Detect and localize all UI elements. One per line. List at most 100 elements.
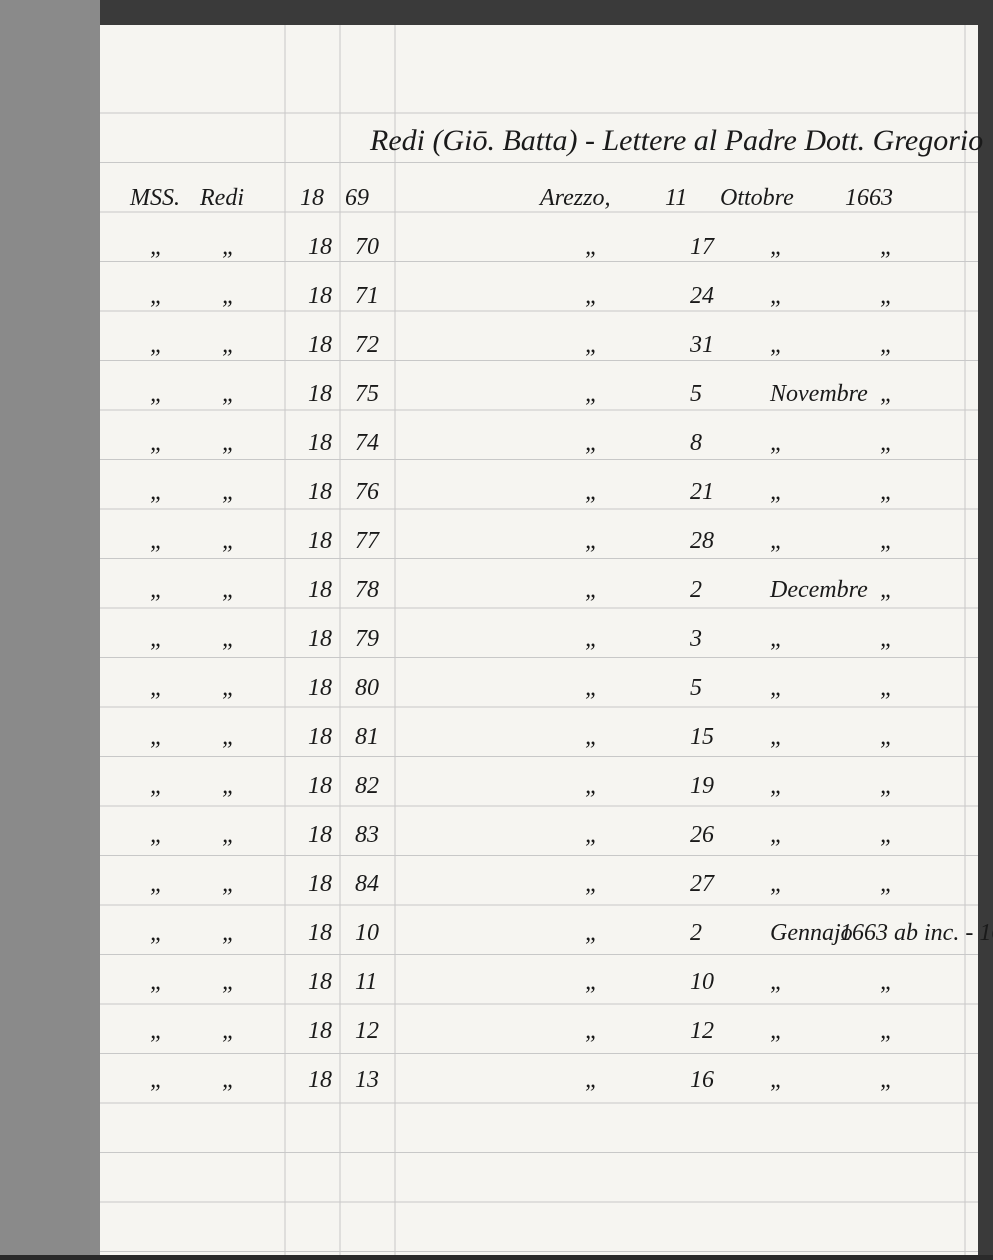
cell-text: „: [150, 969, 163, 995]
cell-text: „: [222, 332, 235, 358]
cell-text: „: [585, 332, 598, 358]
cell-text: 18: [308, 969, 332, 995]
cell-text: „: [150, 479, 163, 505]
cell-text: „: [585, 626, 598, 652]
cell-text: „: [770, 283, 783, 309]
cell-text: 18: [308, 332, 332, 358]
cell-text: 28: [690, 528, 714, 554]
cell-text: 24: [690, 283, 714, 309]
cell-text: „: [222, 871, 235, 897]
cell-text: 19: [690, 773, 714, 799]
cell-text: „: [880, 773, 893, 799]
cell-text: 18: [308, 724, 332, 750]
cell-text: 3: [689, 626, 702, 652]
cell-text: 27: [690, 871, 715, 897]
cell-text: 18: [308, 381, 332, 407]
cell-text: 18: [308, 234, 332, 260]
cell-text: „: [222, 969, 235, 995]
cell-text: „: [150, 1067, 163, 1093]
cell-text: 5: [690, 381, 702, 407]
cell-text: „: [880, 724, 893, 750]
cell-text: Gennajo: [770, 920, 853, 946]
cell-text: 2: [690, 920, 702, 946]
cell-text: „: [880, 381, 893, 407]
cell-text: „: [150, 773, 163, 799]
cell-text: „: [222, 920, 235, 946]
cell-text: „: [150, 381, 163, 407]
cell-text: 10: [690, 969, 714, 995]
cell-text: „: [770, 969, 783, 995]
cell-text: 10: [355, 920, 379, 946]
cell-text: „: [222, 773, 235, 799]
cell-text: 18: [308, 430, 332, 456]
cell-text: „: [880, 1018, 893, 1044]
cell-text: 15: [690, 724, 714, 750]
cell-text: 1663 ab inc. - 1664: [840, 920, 993, 946]
cell-text: „: [222, 430, 235, 456]
cell-text: „: [585, 871, 598, 897]
cell-text: 71: [355, 283, 379, 309]
cell-text: 18: [308, 577, 332, 603]
cell-text: 31: [689, 332, 714, 358]
cell-text: 26: [690, 822, 714, 848]
cell-text: 18: [308, 1018, 332, 1044]
cell-text: „: [880, 332, 893, 358]
cell-text: „: [222, 724, 235, 750]
cell-text: „: [585, 234, 598, 260]
cell-text: „: [222, 1018, 235, 1044]
cell-text: 18: [308, 1067, 332, 1093]
cell-text: 11: [355, 969, 377, 995]
cell-text: „: [150, 1018, 163, 1044]
cell-text: „: [585, 283, 598, 309]
cell-text: 79: [355, 626, 379, 652]
cell-text: 81: [355, 724, 379, 750]
cell-text: 18: [308, 675, 332, 701]
cell-text: 18: [308, 283, 332, 309]
cell-text: „: [585, 577, 598, 603]
cell-text: „: [585, 381, 598, 407]
cell-text: 80: [355, 675, 379, 701]
cell-text: 75: [355, 381, 379, 407]
cell-text: „: [150, 430, 163, 456]
cell-text: „: [150, 871, 163, 897]
cell-text: 72: [355, 332, 379, 358]
cell-text: „: [222, 1067, 235, 1093]
cell-text: 70: [355, 234, 379, 260]
cell-text: „: [770, 871, 783, 897]
cell-text: „: [880, 528, 893, 554]
cell-text: „: [222, 479, 235, 505]
title: Redi (Giō. Batta) - Lettere al Padre Dot…: [369, 124, 983, 157]
cell-text: „: [770, 822, 783, 848]
cell-text: 82: [355, 773, 379, 799]
cell-text: 18: [308, 479, 332, 505]
cell-text: „: [880, 626, 893, 652]
cell-text: 2: [690, 577, 702, 603]
cell-text: „: [150, 577, 163, 603]
cell-text: „: [880, 430, 893, 456]
cell-text: „: [150, 724, 163, 750]
cell-text: 76: [355, 479, 379, 505]
cell-text: „: [222, 822, 235, 848]
cell-text: „: [770, 234, 783, 260]
cell-text: „: [150, 675, 163, 701]
cell-text: „: [585, 822, 598, 848]
cell-text: „: [880, 969, 893, 995]
cell-text: 18: [308, 626, 332, 652]
cell-text: „: [585, 724, 598, 750]
cell-text: „: [770, 724, 783, 750]
cell-text: 18: [308, 871, 332, 897]
cell-text: 18: [300, 185, 324, 211]
cell-text: 78: [355, 577, 379, 603]
cell-text: 12: [355, 1018, 379, 1044]
cell-text: MSS.: [129, 185, 180, 211]
cell-text: 77: [355, 528, 380, 554]
cell-text: „: [585, 479, 598, 505]
cell-text: 18: [308, 528, 332, 554]
cell-text: „: [585, 1018, 598, 1044]
cell-text: „: [880, 283, 893, 309]
cell-text: „: [222, 283, 235, 309]
cell-text: „: [880, 1067, 893, 1093]
cell-text: 5: [690, 675, 702, 701]
